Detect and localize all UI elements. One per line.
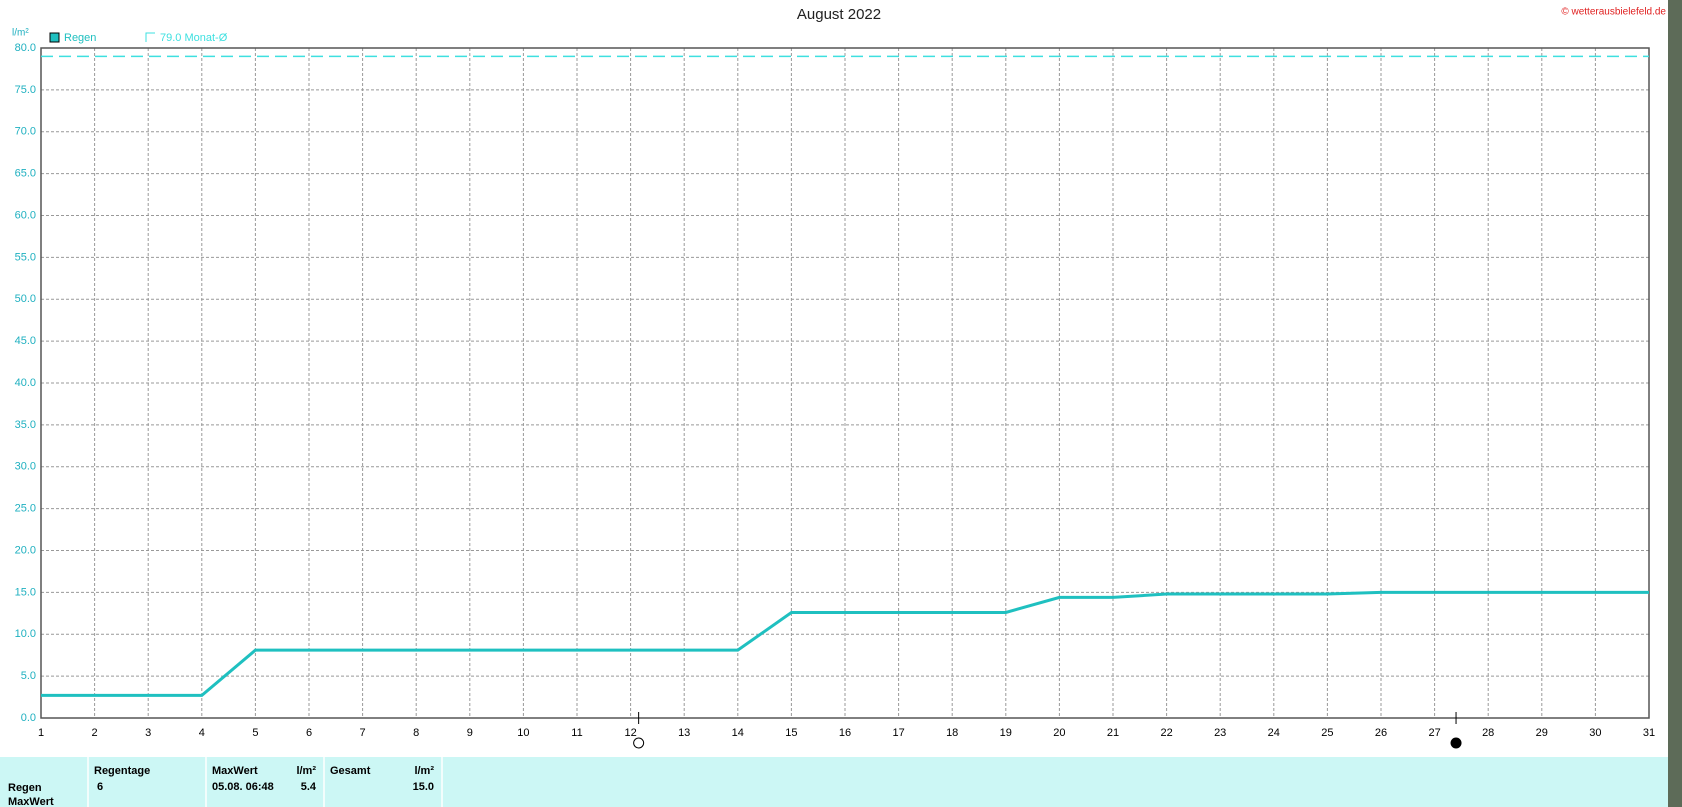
table-header: MaxWert xyxy=(212,765,258,777)
x-tick-label: 17 xyxy=(892,727,904,739)
legend-label: 79.0 Monat-Ø xyxy=(160,32,228,44)
x-tick-label: 12 xyxy=(624,727,636,739)
x-tick-label: 20 xyxy=(1053,727,1065,739)
full-moon xyxy=(633,737,645,749)
plot-border xyxy=(40,47,1650,719)
y-tick-label: 25.0 xyxy=(15,503,36,515)
x-tick-label: 16 xyxy=(839,727,851,739)
x-tick-label: 28 xyxy=(1482,727,1494,739)
new-moon xyxy=(1450,737,1462,749)
table-header: l/m² xyxy=(414,765,434,777)
x-tick-label: 29 xyxy=(1536,727,1548,739)
y-tick-label: 5.0 xyxy=(21,670,36,682)
y-axis-label: l/m² xyxy=(12,28,29,39)
x-tick-label: 3 xyxy=(145,727,151,739)
x-tick-label: 8 xyxy=(413,727,419,739)
y-tick-label: 75.0 xyxy=(15,84,36,96)
x-tick-label: 23 xyxy=(1214,727,1226,739)
table-cell: 15.0 xyxy=(413,781,434,793)
y-tick-label: 65.0 xyxy=(15,168,36,180)
x-tick-label: 22 xyxy=(1160,727,1172,739)
y-tick-label: 10.0 xyxy=(15,628,36,640)
y-tick-label: 70.0 xyxy=(15,126,36,138)
y-tick-label: 35.0 xyxy=(15,419,36,431)
chart-title: August 2022 xyxy=(797,6,881,23)
table-background xyxy=(0,757,1668,807)
x-tick-label: 2 xyxy=(92,727,98,739)
background-strip xyxy=(1668,0,1682,807)
x-tick-label: 7 xyxy=(360,727,366,739)
y-tick-label: 0.0 xyxy=(21,712,36,724)
y-tick-label: 80.0 xyxy=(15,42,36,54)
x-tick-label: 31 xyxy=(1643,727,1655,739)
x-tick-label: 10 xyxy=(517,727,529,739)
x-tick-label: 6 xyxy=(306,727,312,739)
x-tick-label: 19 xyxy=(1000,727,1012,739)
x-tick-label: 25 xyxy=(1321,727,1333,739)
table: Regentage MaxWert l/m² Gesamt l/m² Regen… xyxy=(8,765,434,807)
x-tick-label: 5 xyxy=(252,727,258,739)
table-dividers xyxy=(87,757,443,807)
y-tick-label: 20.0 xyxy=(15,544,36,556)
x-tick-label: 13 xyxy=(678,727,690,739)
x-tick-label: 9 xyxy=(467,727,473,739)
row-label: Regen xyxy=(8,782,42,794)
y-tick-label: 60.0 xyxy=(15,209,36,221)
legend-swatch xyxy=(49,32,60,43)
y-tick-label: 15.0 xyxy=(15,586,36,598)
legend-swatch xyxy=(145,32,155,42)
x-tick-label: 24 xyxy=(1268,727,1280,739)
table-cell: 05.08. 06:48 xyxy=(212,781,274,793)
x-tick-label: 21 xyxy=(1107,727,1119,739)
table-header: Gesamt xyxy=(330,765,371,777)
x-tick-label: 18 xyxy=(946,727,958,739)
table-cell: 6 xyxy=(97,781,103,793)
x-tick-label: 26 xyxy=(1375,727,1387,739)
x-tick-label: 30 xyxy=(1589,727,1601,739)
y-tick-label: 50.0 xyxy=(15,293,36,305)
table-cell: 5.4 xyxy=(301,781,317,793)
x-tick-label: 15 xyxy=(785,727,797,739)
y-tick-label: 40.0 xyxy=(15,377,36,389)
copyright: © wetterausbielefeld.de xyxy=(1561,7,1666,18)
y-tick-label: 30.0 xyxy=(15,461,36,473)
x-tick-label: 27 xyxy=(1428,727,1440,739)
table-header: Regentage xyxy=(94,765,150,777)
x-tick-label: 14 xyxy=(732,727,744,739)
row-label: MaxWert xyxy=(8,796,54,807)
x-tick-label: 1 xyxy=(38,727,44,739)
table-header: l/m² xyxy=(296,765,316,777)
x-tick-label: 4 xyxy=(199,727,205,739)
legend-label: Regen xyxy=(64,32,96,44)
y-tick-label: 55.0 xyxy=(15,251,36,263)
x-tick-label: 11 xyxy=(571,727,582,739)
y-tick-label: 45.0 xyxy=(15,335,36,347)
data-line xyxy=(41,590,1649,697)
